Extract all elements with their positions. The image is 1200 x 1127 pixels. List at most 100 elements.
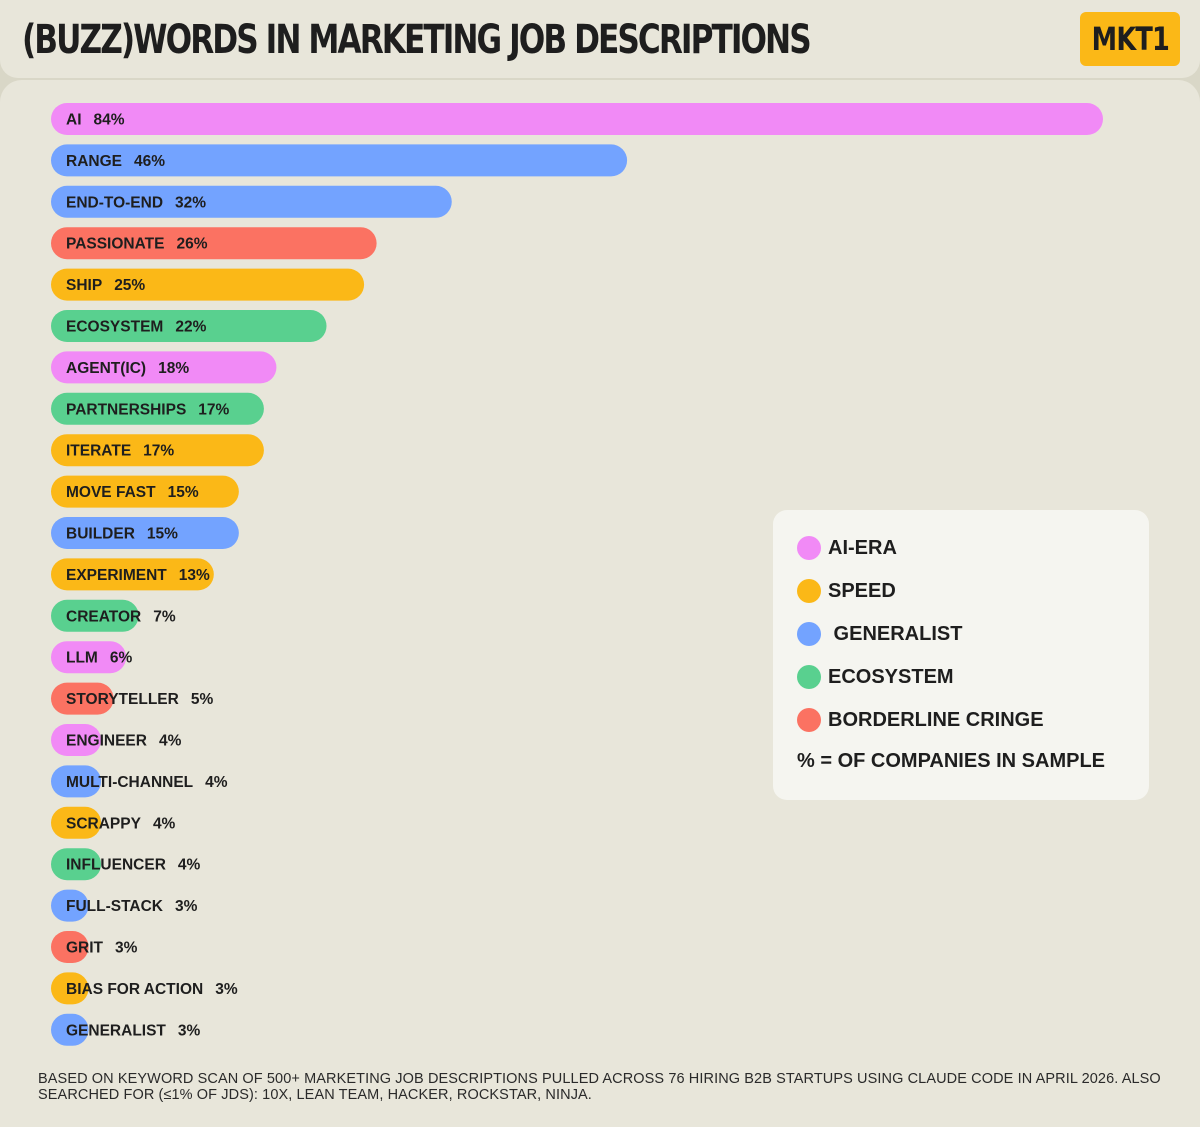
bar-engineer (51, 724, 102, 756)
category-label: ITERATE (66, 443, 131, 460)
bar-bias-for-action (51, 972, 89, 1005)
header-bar: (BUZZ)WORDS IN MARKETING JOB DESCRIPTION… (0, 0, 1200, 78)
bar-move-fast (51, 475, 239, 508)
bar-label-agent-ic: AGENT(IC) 18% (66, 360, 189, 377)
value-label: 3% (175, 898, 198, 915)
category-label: MULTI-CHANNEL (66, 774, 193, 791)
legend-label-ecosystem: ECOSYSTEM (828, 665, 954, 688)
value-label: 22% (175, 319, 206, 336)
legend-item-speed: SPEED (797, 577, 896, 605)
bar-influencer (51, 848, 102, 881)
legend-item-borderline-cringe: BORDERLINE CRINGE (797, 706, 1044, 734)
value-label: 17% (143, 443, 174, 460)
mkt1-logo: MKT1 (1080, 12, 1180, 66)
value-label: 32% (175, 194, 206, 211)
bar-llm (51, 641, 127, 674)
bar-label-influencer: INFLUENCER 4% (66, 857, 201, 874)
value-label: 15% (168, 484, 199, 501)
bar-multi-channel (51, 765, 102, 798)
category-label: AI (66, 112, 82, 129)
value-label: 17% (198, 401, 229, 418)
bar-end-to-end (51, 185, 452, 218)
value-label: 4% (178, 857, 201, 874)
value-label: 5% (191, 691, 214, 708)
bar-label-full-stack: FULL-STACK 3% (66, 898, 198, 915)
category-label: CREATOR (66, 608, 141, 625)
bar-label-end-to-end: END-TO-END 32% (66, 194, 206, 211)
category-label: RANGE (66, 153, 122, 170)
bar-label-generalist: GENERALIST 3% (66, 1022, 201, 1039)
legend-swatch-ecosystem (797, 665, 821, 689)
bar-ai (51, 103, 1103, 135)
legend-swatch-borderline-cringe (797, 708, 821, 732)
value-label: 3% (178, 1022, 201, 1039)
legend-swatch-ai-era (797, 536, 821, 560)
category-label: ENGINEER (66, 733, 147, 750)
bar-builder (51, 517, 239, 549)
bar-experiment (51, 558, 214, 591)
bar-passionate (51, 227, 377, 260)
bar-label-storyteller: STORYTELLER 5% (66, 691, 213, 708)
bar-label-builder: BUILDER 15% (66, 526, 178, 543)
bar-ecosystem (51, 310, 327, 342)
bar-label-llm: LLM 6% (66, 650, 132, 667)
bar-scrappy (51, 806, 102, 839)
bar-full-stack (51, 889, 89, 922)
category-label: GRIT (66, 940, 104, 957)
legend-swatch-generalist (797, 622, 821, 646)
value-label: 7% (153, 608, 176, 625)
bar-label-ecosystem: ECOSYSTEM 22% (66, 319, 207, 336)
value-label: 46% (134, 153, 165, 170)
bar-label-bias-for-action: BIAS FOR ACTION 3% (66, 981, 238, 998)
bar-label-range: RANGE 46% (66, 153, 165, 170)
bar-label-move-fast: MOVE FAST 15% (66, 484, 199, 501)
category-label: BIAS FOR ACTION (66, 981, 203, 998)
value-label: 4% (159, 733, 182, 750)
chart-title: (BUZZ)WORDS IN MARKETING JOB DESCRIPTION… (22, 17, 812, 63)
legend-label-generalist: GENERALIST (828, 622, 963, 645)
legend: AI-ERA SPEED GENERALIST ECOSYSTEM BORDER… (773, 510, 1149, 800)
bar-label-creator: CREATOR 7% (66, 608, 176, 625)
bar-iterate (51, 434, 264, 467)
legend-label-ai-era: AI-ERA (828, 536, 897, 559)
category-label: END-TO-END (66, 194, 163, 211)
footnote: BASED ON KEYWORD SCAN OF 500+ MARKETING … (38, 1071, 1161, 1103)
bar-agent-ic (51, 351, 277, 384)
legend-item-ecosystem: ECOSYSTEM (797, 663, 954, 691)
legend-item-generalist: GENERALIST (797, 620, 962, 648)
value-label: 84% (94, 112, 125, 129)
legend-label-borderline-cringe: BORDERLINE CRINGE (828, 708, 1044, 731)
category-label: STORYTELLER (66, 691, 179, 708)
category-label: PASSIONATE (66, 236, 164, 253)
value-label: 6% (110, 650, 133, 667)
category-label: SCRAPPY (66, 815, 142, 832)
logo-text: MKT1 (1091, 20, 1169, 58)
legend-label-speed: SPEED (828, 579, 896, 602)
value-label: 4% (153, 815, 176, 832)
category-label: AGENT(IC) (66, 360, 146, 377)
bar-label-iterate: ITERATE 17% (66, 443, 174, 460)
bar-grit (51, 931, 89, 963)
legend-item-ai-era: AI-ERA (797, 534, 897, 562)
bar-label-grit: GRIT 3% (66, 940, 138, 957)
category-label: PARTNERSHIPS (66, 401, 186, 418)
value-label: 15% (147, 526, 178, 543)
category-label: BUILDER (66, 526, 135, 543)
value-label: 25% (114, 277, 145, 294)
bar-ship (51, 268, 365, 301)
value-label: 3% (115, 940, 138, 957)
value-label: 3% (215, 981, 238, 998)
bar-label-ship: SHIP 25% (66, 277, 145, 294)
value-label: 26% (176, 236, 207, 253)
bar-creator (51, 599, 139, 632)
bar-label-ai: AI 84% (66, 112, 125, 129)
bar-label-partnerships: PARTNERSHIPS 17% (66, 401, 230, 418)
value-label: 4% (205, 774, 228, 791)
bar-label-multi-channel: MULTI-CHANNEL 4% (66, 774, 228, 791)
bar-label-engineer: ENGINEER 4% (66, 733, 182, 750)
bar-partnerships (51, 392, 264, 425)
bar-storyteller (51, 682, 114, 715)
category-label: MOVE FAST (66, 484, 156, 501)
bar-generalist (51, 1013, 89, 1046)
category-label: GENERALIST (66, 1022, 166, 1039)
